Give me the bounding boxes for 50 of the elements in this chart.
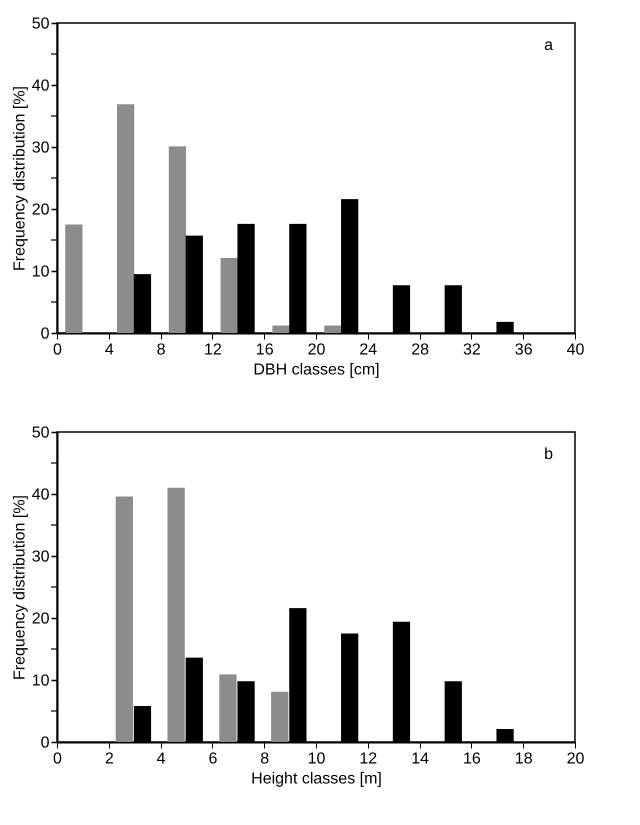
y-tick-label: 10 — [32, 264, 50, 280]
y-axis-title: Frequency distribution [%] — [12, 86, 29, 271]
x-tick-label: 20 — [308, 342, 326, 358]
x-tick-label: 4 — [104, 342, 114, 358]
y-tick-label: 30 — [32, 548, 50, 566]
x-tick-label: 6 — [208, 750, 218, 768]
annotation: b — [544, 446, 554, 463]
x-tick-label: 0 — [53, 342, 62, 358]
bar — [324, 326, 342, 333]
x-axis-title: DBH classes [cm] — [253, 362, 380, 378]
x-tick-label: 8 — [260, 750, 270, 768]
y-tick-label: 20 — [32, 202, 50, 218]
x-tick-label: 16 — [463, 750, 481, 768]
bar — [116, 496, 133, 742]
y-tick-label: 50 — [32, 424, 50, 442]
x-tick-label: 14 — [411, 750, 430, 768]
bar — [65, 224, 82, 333]
x-tick-label: 32 — [463, 342, 481, 358]
x-tick-label: 12 — [204, 342, 222, 358]
x-tick-label: 18 — [514, 750, 533, 768]
x-tick-label: 36 — [514, 342, 533, 358]
y-tick-label: 10 — [32, 672, 50, 690]
y-tick-label: 40 — [32, 78, 50, 94]
x-tick-label: 0 — [53, 750, 62, 768]
x-tick-label: 8 — [156, 342, 166, 358]
bar — [271, 692, 288, 742]
x-tick-label: 40 — [566, 342, 584, 358]
x-tick-label: 24 — [359, 342, 378, 358]
x-axis-title: Height classes [m] — [251, 770, 382, 788]
y-tick-label: 50 — [32, 16, 50, 32]
y-tick-label: 20 — [32, 610, 50, 628]
x-tick-label: 2 — [104, 750, 114, 768]
x-tick-label: 28 — [411, 342, 430, 358]
y-tick-label: 30 — [32, 140, 50, 156]
y-tick-label: 40 — [32, 486, 50, 504]
bar — [168, 146, 186, 333]
y-tick-label: 0 — [40, 326, 50, 342]
bar — [168, 488, 185, 742]
x-tick-label: 4 — [156, 750, 166, 768]
annotation: a — [544, 37, 554, 54]
bar — [220, 258, 238, 333]
y-tick-label: 0 — [40, 734, 50, 752]
x-tick-label: 16 — [256, 342, 274, 358]
x-tick-label: 10 — [308, 750, 326, 768]
bar — [219, 674, 237, 742]
x-tick-label: 20 — [566, 750, 584, 768]
bar — [272, 326, 290, 333]
y-axis-title: Frequency distribution [%] — [12, 495, 29, 680]
x-tick-label: 12 — [359, 750, 378, 768]
bar — [117, 104, 134, 333]
